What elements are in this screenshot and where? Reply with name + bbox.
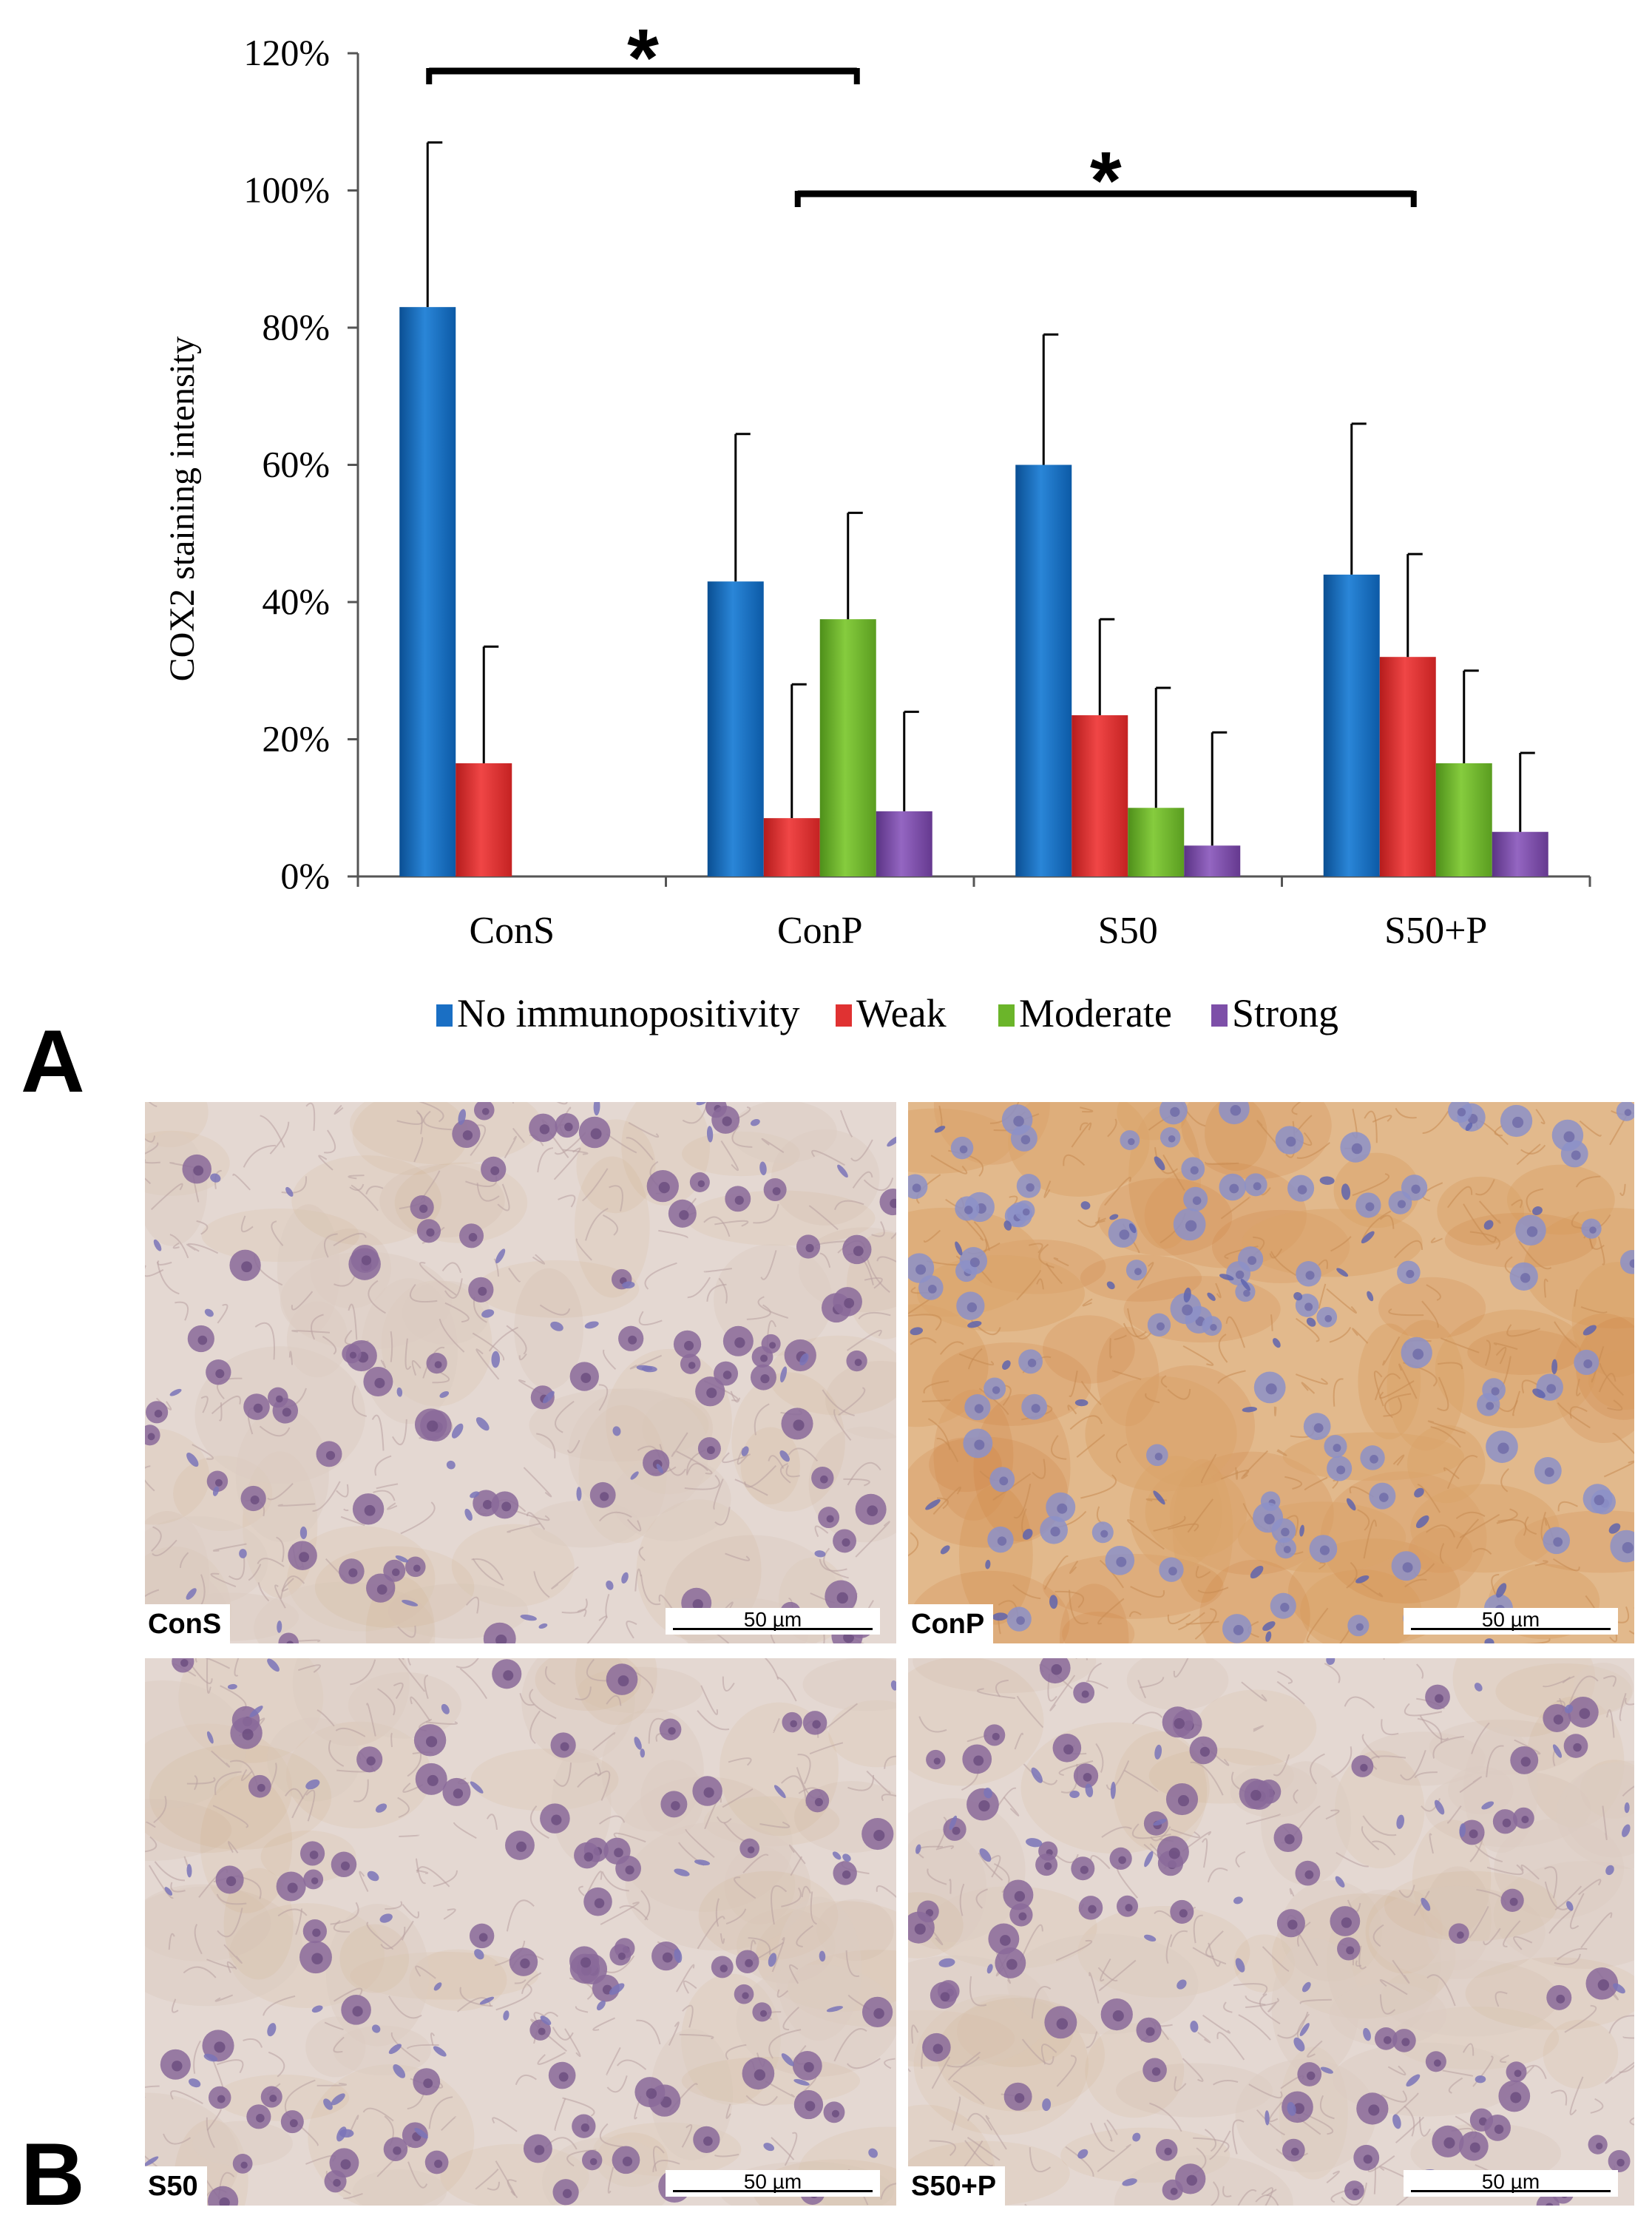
micrograph-s50-p: S50+P 50 µm (908, 1658, 1634, 2206)
y-tick-label: 80% (262, 306, 330, 348)
micrograph-s50: S50 50 µm (145, 1658, 896, 2206)
bar (399, 307, 456, 876)
x-tick-label: S50+P (1384, 910, 1487, 952)
legend-label: Weak (856, 991, 947, 1035)
significance-star: * (627, 13, 659, 104)
panel-label-a: A (21, 1012, 85, 1111)
y-axis: 0% 20% 40% 60% 80% 100% 120% (243, 32, 359, 896)
x-tick-label: S50 (1098, 910, 1158, 952)
micrograph-label: ConP (908, 1604, 994, 1643)
significance-annotations: ** (426, 13, 1417, 226)
micrograph-cons: ConS 50 µm (145, 1102, 896, 1643)
legend-label: Strong (1232, 991, 1338, 1035)
y-axis-title: COX2 staining intensity (163, 337, 202, 682)
legend-swatch (436, 1004, 453, 1027)
tissue-image (908, 1658, 1634, 2206)
legend-label: No immunopositivity (457, 991, 800, 1035)
legend: No immunopositivity Weak Moderate Strong (436, 991, 1338, 1035)
bar (1128, 808, 1185, 876)
tissue-image (908, 1102, 1634, 1643)
micrograph-label: S50 (145, 2166, 207, 2206)
legend-swatch (836, 1004, 852, 1027)
bar (876, 811, 932, 876)
legend-swatch (998, 1004, 1015, 1027)
scale-bar: 50 µm (1404, 2170, 1618, 2197)
scale-bar: 50 µm (666, 2170, 880, 2197)
scale-bar-text: 50 µm (743, 2170, 802, 2193)
bar (1015, 464, 1072, 876)
bar (1435, 763, 1492, 876)
tissue-image (145, 1102, 896, 1643)
x-axis: ConS ConP S50 S50+P (356, 875, 1591, 952)
bar (763, 818, 820, 876)
legend-swatch (1211, 1004, 1228, 1027)
y-tick-label: 0% (280, 855, 330, 896)
bar (1492, 831, 1548, 876)
scale-bar: 50 µm (1404, 1608, 1618, 1635)
x-tick-label: ConS (469, 910, 555, 952)
scale-bar-text: 50 µm (743, 1608, 802, 1631)
y-tick-label: 120% (243, 32, 330, 73)
bar-chart: 0%20%40%60%80%100%120% ConS ConP S50 S50+P … (163, 13, 1591, 1035)
bar (1072, 715, 1128, 876)
significance-star: * (1090, 135, 1122, 226)
bar (707, 581, 764, 876)
micrograph-conp: ConP 50 µm (908, 1102, 1634, 1643)
tissue-image (145, 1658, 896, 2206)
y-tick-label: 20% (262, 718, 330, 760)
bar (1379, 657, 1436, 876)
scale-bar-text: 50 µm (1481, 1608, 1540, 1631)
panel-label-b: B (21, 2125, 85, 2224)
y-tick-label: 40% (262, 581, 330, 622)
bar (1184, 845, 1241, 876)
bars (399, 141, 1548, 876)
scale-bar-text: 50 µm (1481, 2170, 1540, 2193)
bar (456, 763, 512, 876)
bar (1323, 574, 1380, 876)
micrograph-label: S50+P (908, 2166, 1006, 2206)
x-tick-label: ConP (777, 910, 863, 952)
legend-label: Moderate (1019, 991, 1172, 1035)
scale-bar: 50 µm (666, 1608, 880, 1635)
bar (819, 619, 876, 876)
y-tick-label: 60% (262, 444, 330, 485)
micrograph-label: ConS (145, 1604, 231, 1643)
y-tick-label: 100% (243, 169, 330, 211)
